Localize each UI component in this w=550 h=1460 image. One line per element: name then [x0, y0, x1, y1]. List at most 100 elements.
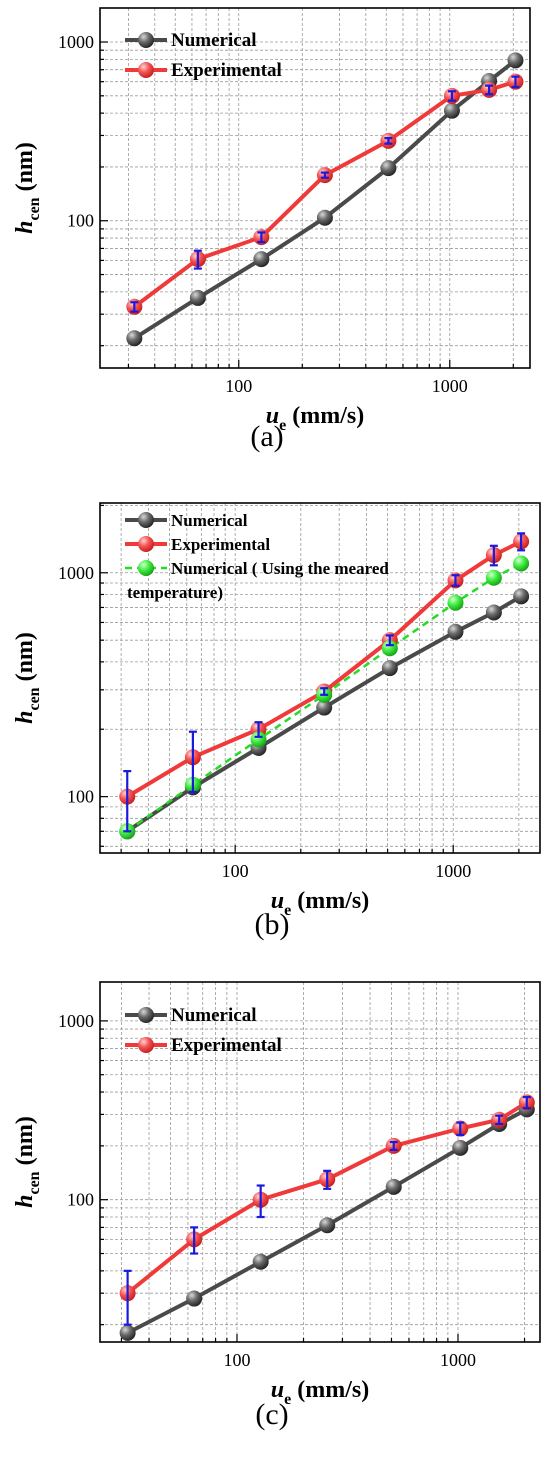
legend-marker-numerical [138, 1007, 154, 1023]
x-axis-label-main: u [271, 888, 284, 914]
y-tick-label: 1000 [58, 563, 94, 583]
legend-label: Experimental [171, 535, 270, 554]
error-bar [384, 137, 393, 145]
error-bar [254, 721, 263, 738]
grid [100, 982, 540, 1342]
legend: Numerical Experimental [125, 30, 282, 81]
legend-label: Numerical [171, 1005, 256, 1026]
x-tick-label: 100 [223, 1350, 250, 1370]
panel-label: (b) [255, 908, 290, 941]
error-bar [188, 730, 197, 793]
legend-label: Experimental [171, 60, 282, 81]
legend-label: Numerical ( Using the meared [171, 559, 389, 578]
legend-marker-numerical [138, 32, 154, 48]
y-axis-label-sub: cen [26, 687, 43, 710]
y-axis-label: hcen (nm) [12, 142, 43, 234]
y-axis-label: hcen (nm) [12, 632, 43, 724]
data-point-numerical [186, 1290, 203, 1307]
data-point-numerical [319, 1217, 336, 1234]
data-point-numerical [119, 1324, 136, 1341]
error-bar [389, 1140, 398, 1151]
data-point-numerical [381, 660, 398, 677]
error-bar [522, 1095, 531, 1110]
data-point-numerical [380, 160, 397, 177]
error-bar [123, 1269, 132, 1326]
error-bar [320, 687, 329, 696]
x-axis-label-rest: (mm/s) [291, 888, 369, 914]
legend-marker-experimental [138, 536, 154, 552]
legend-marker-experimental [138, 62, 154, 78]
error-bar [456, 1121, 465, 1137]
data-point-numerical [485, 604, 502, 621]
x-tick-label: 1000 [432, 376, 468, 396]
plot-frame [99, 502, 541, 854]
x-axis-label: ue (mm/s) [271, 1377, 369, 1408]
x-axis-label-main: u [271, 1377, 284, 1403]
legend-label: Experimental [171, 1035, 282, 1056]
grid [100, 8, 530, 368]
legend-marker-measured_temp [138, 560, 154, 576]
y-tick-label: 1000 [58, 32, 94, 52]
legend: Numerical Experimental [125, 1005, 282, 1056]
y-axis-label: hcen (nm) [12, 1116, 43, 1208]
data-point-numerical [316, 699, 333, 716]
data-point-numerical [443, 102, 460, 119]
x-axis-label-rest: (mm/s) [291, 1377, 369, 1403]
x-axis-label-sub: e [279, 417, 286, 434]
error-bar [257, 231, 266, 244]
error-bar [451, 574, 460, 587]
error-bar [511, 75, 520, 89]
panel-label: (a) [250, 420, 283, 453]
y-axis-label-sub: cen [26, 197, 43, 220]
data-point-numerical [447, 623, 464, 640]
panel-label: (c) [255, 1398, 288, 1431]
x-axis-label-sub: e [284, 1391, 291, 1408]
x-axis-label-sub: e [284, 902, 291, 919]
legend-label: Numerical [171, 511, 248, 530]
data-point-measured_temp [485, 569, 502, 586]
x-tick-label: 100 [225, 376, 252, 396]
data-point-numerical [513, 588, 530, 605]
error-bar [485, 84, 494, 96]
error-bar [495, 1114, 504, 1126]
data-point-numerical [507, 52, 524, 69]
data-point-measured_temp [513, 555, 530, 572]
y-axis-label-sub: cen [26, 1171, 43, 1194]
error-bar [320, 171, 329, 179]
data-point-numerical [316, 209, 333, 226]
chart-panel-2: 100 1000 100 1000 ue (mm/s) hcen (nm) Numerica… [12, 502, 541, 941]
y-tick-label: 100 [67, 211, 94, 231]
y-axis-label-rest: (nm) [12, 632, 38, 687]
data-point-measured_temp [250, 731, 267, 748]
y-axis-label-main: h [12, 221, 38, 234]
data-point-numerical [126, 330, 143, 347]
data-point-numerical [253, 251, 270, 268]
error-bar [256, 1184, 265, 1219]
error-bar [489, 544, 498, 567]
legend-label: Numerical [171, 30, 256, 51]
x-tick-label: 1000 [440, 1350, 476, 1370]
data-point-numerical [385, 1178, 402, 1195]
x-axis-label: ue (mm/s) [271, 888, 369, 919]
error-bar [123, 770, 132, 833]
data-point-numerical [189, 289, 206, 306]
chart-panel-1: 100 1000 100 1000 ue (mm/s) hcen (nm) Numerica… [12, 7, 531, 453]
x-axis-label-rest: (mm/s) [286, 403, 364, 429]
legend-label-continued: temperature) [127, 583, 223, 602]
y-tick-label: 100 [67, 787, 94, 807]
data-point-measured_temp [447, 594, 464, 611]
y-tick-label: 1000 [58, 1011, 94, 1031]
legend-marker-experimental [138, 1037, 154, 1053]
y-axis-label-main: h [12, 711, 38, 724]
plot-frame [99, 981, 541, 1343]
error-bar [130, 301, 139, 313]
legend-marker-numerical [138, 512, 154, 528]
grid [100, 503, 540, 853]
y-tick-label: 100 [67, 1190, 94, 1210]
x-tick-label: 100 [222, 861, 249, 881]
y-axis-label-main: h [12, 1195, 38, 1208]
error-bar [447, 90, 456, 102]
error-bar [323, 1169, 332, 1190]
data-point-numerical [452, 1139, 469, 1156]
